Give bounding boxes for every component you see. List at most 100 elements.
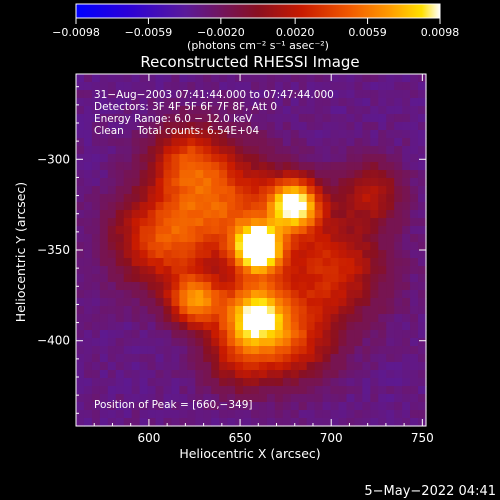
heatmap-cell — [227, 146, 236, 155]
heatmap-cell — [243, 370, 252, 379]
heatmap-cell — [314, 338, 324, 347]
heatmap-cell — [147, 170, 157, 179]
heatmap-cell — [338, 330, 348, 339]
heatmap-cell — [219, 386, 228, 395]
heatmap-cell — [163, 402, 173, 411]
heatmap-cell — [386, 298, 395, 307]
heatmap-cell — [362, 210, 371, 219]
heatmap-cell — [378, 186, 387, 195]
heatmap-cell — [298, 242, 308, 251]
heatmap-cell — [274, 90, 284, 99]
heatmap-cell — [386, 146, 395, 155]
heatmap-cell — [306, 322, 316, 331]
heatmap-cell — [386, 82, 395, 91]
heatmap-cell — [203, 370, 212, 379]
heatmap-cell — [370, 370, 379, 379]
heatmap-cell — [195, 186, 204, 195]
heatmap-cell — [91, 298, 101, 307]
heatmap-cell — [171, 402, 180, 411]
heatmap-cell — [211, 362, 220, 371]
heatmap-cell — [362, 122, 371, 131]
heatmap-cell — [290, 90, 300, 99]
heatmap-cell — [203, 282, 212, 291]
heatmap-cell — [107, 330, 117, 339]
heatmap-cell — [258, 90, 268, 99]
heatmap-cell — [306, 242, 316, 251]
heatmap-cell — [338, 250, 348, 259]
heatmap-cell — [298, 290, 308, 299]
heatmap-cell — [370, 98, 379, 107]
heatmap-cell — [99, 330, 109, 339]
heatmap-cell — [298, 106, 308, 115]
heatmap-cell — [378, 378, 387, 387]
heatmap-cell — [219, 362, 228, 371]
heatmap-cell — [99, 282, 109, 291]
heatmap-cell — [195, 82, 204, 91]
heatmap-cell — [195, 210, 204, 219]
heatmap-cell — [266, 82, 276, 91]
heatmap-cell — [314, 274, 324, 283]
heatmap-cell — [306, 346, 316, 355]
heatmap-cell — [243, 394, 252, 403]
heatmap-cell — [107, 162, 117, 171]
heatmap-cell — [187, 394, 196, 403]
heatmap-cell — [147, 410, 157, 419]
heatmap-cell — [171, 306, 180, 315]
heatmap-cell — [211, 74, 220, 83]
heatmap-cell — [306, 90, 316, 99]
heatmap-cell — [115, 338, 125, 347]
heatmap-cell — [195, 194, 204, 203]
heatmap-cell — [330, 346, 340, 355]
heatmap-cell — [115, 202, 125, 211]
heatmap-cell — [354, 338, 363, 347]
heatmap-cell — [298, 138, 308, 147]
heatmap-cell — [410, 298, 419, 307]
heatmap-cell — [274, 290, 284, 299]
heatmap-cell — [282, 378, 292, 387]
heatmap-cell — [147, 194, 157, 203]
heatmap-cell — [346, 290, 355, 299]
heatmap-cell — [76, 210, 85, 219]
heatmap-cell — [91, 98, 101, 107]
heatmap-cell — [147, 330, 157, 339]
heatmap-cell — [139, 386, 149, 395]
heatmap-cell — [266, 122, 276, 131]
heatmap-cell — [243, 330, 252, 339]
heatmap-cell — [195, 74, 204, 83]
heatmap-cell — [322, 162, 332, 171]
heatmap-cell — [131, 82, 141, 91]
heatmap-cell — [394, 178, 403, 187]
heatmap-cell — [322, 98, 332, 107]
heatmap-cell — [99, 154, 109, 163]
heatmap-cell — [195, 130, 204, 139]
heatmap-cell — [418, 170, 427, 179]
heatmap-cell — [346, 194, 355, 203]
heatmap-cell — [211, 154, 220, 163]
heatmap-cell — [314, 154, 324, 163]
heatmap-cell — [402, 74, 411, 83]
heatmap-cell — [290, 218, 300, 227]
heatmap-cell — [91, 186, 101, 195]
heatmap-cell — [418, 370, 427, 379]
heatmap-cell — [298, 418, 308, 427]
heatmap-cell — [76, 354, 85, 363]
heatmap-cell — [227, 154, 236, 163]
heatmap-cell — [83, 82, 93, 91]
heatmap-cell — [211, 282, 220, 291]
heatmap-cell — [187, 418, 196, 427]
heatmap-cell — [362, 362, 371, 371]
heatmap-cell — [179, 82, 188, 91]
heatmap-cell — [155, 210, 165, 219]
heatmap-cell — [338, 226, 348, 235]
heatmap-cell — [147, 282, 157, 291]
heatmap-cell — [187, 186, 196, 195]
heatmap-cell — [282, 130, 292, 139]
heatmap-cell — [195, 370, 204, 379]
heatmap-cell — [83, 370, 93, 379]
heatmap-cell — [203, 330, 212, 339]
heatmap-cell — [362, 154, 371, 163]
heatmap-cell — [243, 258, 252, 267]
heatmap-cell — [123, 178, 133, 187]
heatmap-cell — [274, 306, 284, 315]
heatmap-cell — [115, 82, 125, 91]
